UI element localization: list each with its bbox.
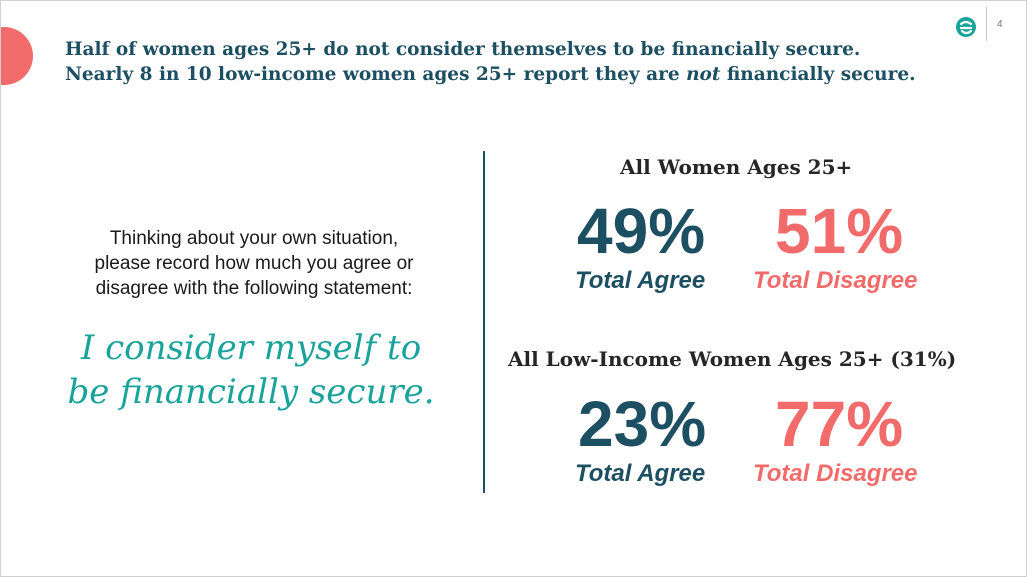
all-women-disagree-label: Total Disagree <box>753 267 918 294</box>
low-income-disagree-label: Total Disagree <box>753 460 918 487</box>
question-line-1: Thinking about your own situation, <box>109 228 399 249</box>
statement-line-2: be financially secure. <box>67 372 435 412</box>
all-women-disagree-value: 51% <box>775 195 904 267</box>
headline-line-1: Half of women ages 25+ do not consider t… <box>65 39 861 60</box>
accent-circle <box>1 27 33 85</box>
all-women-agree-label: Total Agree <box>575 267 706 294</box>
question-line-3: disagree with the following statement: <box>95 278 413 299</box>
headline-line-2-end: financially secure. <box>720 64 916 85</box>
statement-line-1: I consider myself to <box>80 328 422 368</box>
logo-divider <box>986 7 987 41</box>
vertical-divider <box>483 151 485 493</box>
low-income-agree-label: Total Agree <box>575 460 706 487</box>
page-number: 4 <box>997 19 1003 30</box>
headline-line-2: Nearly 8 in 10 low-income women ages 25+… <box>65 62 965 87</box>
low-income-disagree-value: 77% <box>775 388 904 460</box>
slide-headline: Half of women ages 25+ do not consider t… <box>65 37 965 87</box>
question-line-2: please record how much you agree or <box>94 253 414 274</box>
group-title-low-income-women: All Low-Income Women Ages 25+ (31%) <box>508 347 957 371</box>
brand-logo-icon <box>956 17 976 37</box>
headline-emphasis: not <box>686 64 721 85</box>
group-title-all-women: All Women Ages 25+ <box>620 155 853 179</box>
all-women-agree-value: 49% <box>577 195 706 267</box>
headline-line-2-start: Nearly 8 in 10 low-income women ages 25+… <box>65 64 687 85</box>
low-income-agree-value: 23% <box>578 388 707 460</box>
survey-question: Thinking about your own situation, pleas… <box>49 226 459 301</box>
survey-statement: I consider myself to be financially secu… <box>41 326 461 414</box>
